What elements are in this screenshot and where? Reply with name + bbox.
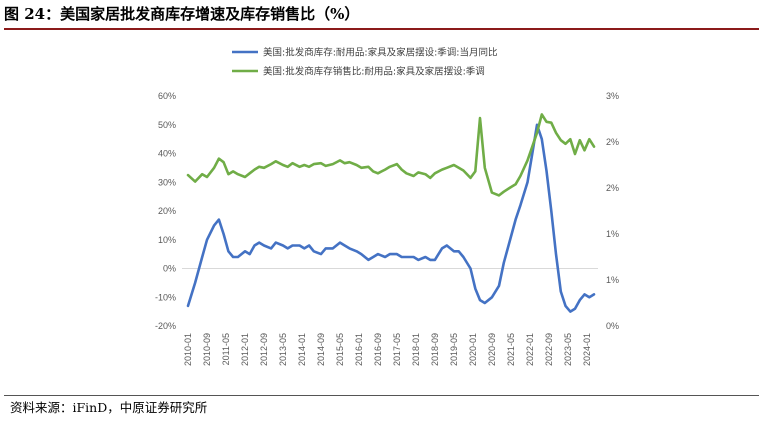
left-axis-tick-label: 60% [158, 91, 176, 101]
left-axis-tick-label: 40% [158, 149, 176, 159]
x-axis-tick-label: 2020-01 [468, 333, 478, 366]
x-axis-tick-label: 2016-09 [373, 333, 383, 366]
x-axis-tick-label: 2023-05 [563, 333, 573, 366]
x-axis-tick-label: 2012-09 [259, 333, 269, 366]
right-axis-tick-label: 1% [606, 275, 619, 285]
title-rule [4, 28, 759, 30]
x-axis-tick-label: 2021-05 [506, 333, 516, 366]
left-axis-tick-label: 50% [158, 120, 176, 130]
left-axis-tick-label: -20% [155, 321, 176, 331]
x-axis-tick-label: 2017-05 [392, 333, 402, 366]
x-axis-tick-label: 2016-01 [354, 333, 364, 366]
x-axis-tick-label: 2011-05 [221, 333, 231, 365]
chart-title: 图 24：美国家居批发商库存增速及库存销售比（%） [4, 5, 360, 23]
x-axis-tick-label: 2022-09 [544, 333, 554, 366]
right-axis-tick-label: 2% [606, 137, 619, 147]
right-axis-tick-label: 2% [606, 183, 619, 193]
x-axis-tick-label: 2010-09 [202, 333, 212, 366]
x-axis-tick-label: 2014-01 [297, 333, 307, 366]
left-axis-tick-label: -10% [155, 292, 176, 302]
x-axis-tick-label: 2020-09 [487, 333, 497, 366]
x-axis-tick-label: 2018-01 [411, 333, 421, 366]
source-note: 资料来源：iFinD，中原证券研究所 [10, 400, 208, 415]
source-rule [4, 395, 759, 396]
legend-label: 美国:批发商库存销售比:耐用品:家具及家居摆设:季调 [263, 66, 485, 78]
left-axis-tick-label: 0% [163, 264, 176, 274]
x-axis-tick-label: 2013-05 [278, 333, 288, 366]
chart-canvas: 60% 50% 40% 30% 20% 10% 0% -10% -20% 3% 2% 2% 1% 1% 0%… [155, 47, 619, 367]
series-line-inventory-yoy [186, 123, 596, 313]
series-line-inventory-sales-ratio [186, 113, 596, 197]
legend-label: 美国:批发商库存:耐用品:家具及家居摆设:季调:当月同比 [263, 47, 498, 59]
x-axis-tick-label: 2022-01 [525, 333, 535, 366]
left-axis-tick-label: 20% [158, 206, 176, 216]
x-axis-tick-label: 2024-01 [582, 333, 592, 366]
right-axis-tick-label: 0% [606, 321, 619, 331]
right-axis-tick-label: 1% [606, 229, 619, 239]
x-axis-tick-label: 2015-05 [335, 333, 345, 366]
x-axis-tick-label: 2019-05 [449, 333, 459, 366]
left-axis-tick-label: 10% [158, 235, 176, 245]
x-axis-tick-label: 2012-01 [240, 333, 250, 366]
x-axis-tick-label: 2018-09 [430, 333, 440, 366]
right-axis-tick-label: 3% [606, 91, 619, 101]
left-axis-tick-label: 30% [158, 177, 176, 187]
x-axis-tick-label: 2014-09 [316, 333, 326, 366]
x-axis-tick-label: 2010-01 [183, 333, 193, 366]
